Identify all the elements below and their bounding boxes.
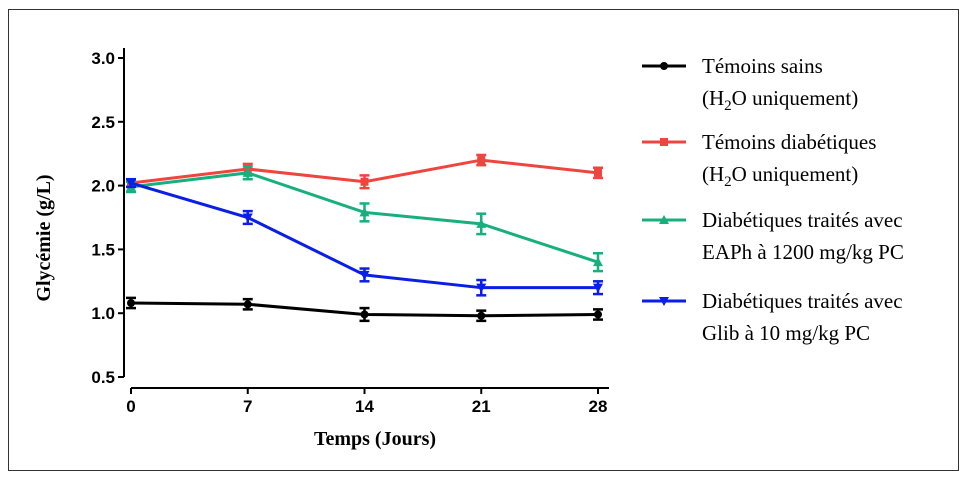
- x-tick-label: 28: [589, 397, 608, 416]
- data-point: [593, 283, 603, 293]
- data-point: [477, 156, 486, 165]
- legend-label: Diabétiques traités avec: [702, 289, 903, 313]
- series-2: [126, 153, 603, 190]
- legend-label: Glib à 10 mg/kg PC: [702, 321, 870, 345]
- chart-frame: 0.5 1.0 1.5 2.0 2.5 3.0 0 7 14 21 28 Témoins sains…: [8, 9, 959, 471]
- series-layer: [126, 153, 603, 323]
- y-tick-label: 3.0: [91, 49, 115, 68]
- y-tick-label: 0.5: [91, 368, 115, 387]
- x-tick-label: 21: [472, 397, 491, 416]
- legend-swatch-marker: [659, 297, 669, 306]
- y-axis-title: Glycémie (g/L): [33, 174, 55, 301]
- legend-label: Témoins sains: [702, 54, 823, 78]
- legend-item-1: Témoins sains (H2O uniquement): [642, 54, 858, 114]
- y-tick-label: 2.0: [91, 177, 115, 196]
- data-point: [477, 311, 486, 320]
- legend-label: Diabétiques traités avec: [702, 208, 903, 232]
- legend-item-3: Diabétiques traités avec EAPh à 1200 mg/k…: [642, 208, 904, 264]
- data-point: [242, 167, 253, 177]
- x-tick-label: 0: [126, 397, 135, 416]
- chart-legend: Témoins sains(H2O uniquement)Témoins dia…: [642, 54, 904, 345]
- y-tick-label: 1.0: [91, 304, 115, 323]
- data-point: [243, 300, 252, 309]
- legend-label: Témoins diabétiques: [702, 130, 876, 154]
- legend-item-4: Diabétiques traités avec Glib à 10 mg/kg …: [642, 289, 903, 345]
- x-axis-title: Temps (Jours): [314, 428, 436, 450]
- legend-item-2: Témoins diabétiques (H2O uniquement): [642, 130, 876, 190]
- legend-label: (H2O uniquement): [702, 162, 858, 190]
- legend-label: (H2O uniquement): [702, 86, 858, 114]
- data-point: [359, 270, 370, 280]
- line-chart: 0.5 1.0 1.5 2.0 2.5 3.0 0 7 14 21 28 Témoins sains…: [33, 48, 904, 450]
- data-point: [594, 168, 602, 177]
- legend-swatch-marker: [660, 138, 668, 146]
- x-tick-label: 7: [243, 397, 252, 416]
- data-point: [360, 310, 369, 319]
- data-point: [594, 310, 602, 319]
- data-point: [127, 298, 135, 307]
- data-point: [359, 207, 370, 217]
- series-1: [126, 296, 603, 323]
- legend-label: EAPh à 1200 mg/kg PC: [702, 240, 904, 264]
- data-point: [360, 177, 369, 186]
- data-point: [126, 179, 136, 189]
- legend-swatch-marker: [660, 62, 668, 70]
- series-4: [126, 177, 603, 297]
- data-point: [593, 257, 603, 267]
- data-point: [242, 213, 253, 223]
- y-tick-label: 2.5: [91, 113, 115, 132]
- y-tick-label: 1.5: [91, 240, 115, 259]
- legend-swatch-marker: [659, 215, 669, 224]
- chart-axes: 0.5 1.0 1.5 2.0 2.5 3.0 0 7 14 21 28: [91, 48, 609, 416]
- data-point: [476, 283, 487, 293]
- data-point: [476, 218, 487, 228]
- x-tick-label: 14: [355, 397, 374, 416]
